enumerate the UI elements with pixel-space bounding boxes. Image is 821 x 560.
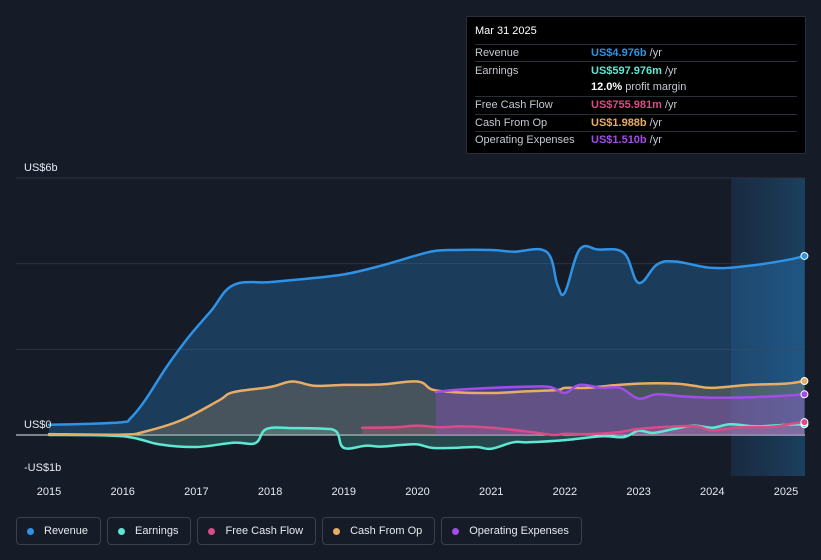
tooltip-value-earnings: US$597.976m [591, 64, 662, 77]
tooltip-unit: /yr [664, 64, 678, 77]
tooltip-label: Free Cash Flow [475, 99, 553, 112]
legend-dot-icon [118, 527, 126, 535]
tooltip-label: Earnings [475, 64, 519, 77]
x-tick-label: 2024 [700, 486, 724, 498]
tooltip-date: Mar 31 2025 [475, 25, 537, 37]
tooltip-unit: /yr [649, 47, 662, 60]
tooltip-unit: profit margin [625, 81, 687, 94]
x-tick-label: 2018 [258, 486, 282, 498]
line-revenue [47, 244, 806, 426]
y-tick-label: -US$1b [24, 462, 61, 474]
endpoint-revenue [800, 251, 809, 260]
series-lines [47, 244, 806, 451]
y-axis-labels: US$6b US$0 -US$1b [24, 162, 61, 474]
x-tick-label: 2022 [553, 486, 577, 498]
x-tick-label: 2019 [332, 486, 356, 498]
tooltip-value-revenue: US$4.976b [591, 47, 647, 60]
tooltip-row-profit-margin: 12.0% profit margin [475, 79, 797, 96]
legend-dot-icon [452, 527, 460, 535]
gridlines [16, 177, 805, 436]
legend-item-revenue[interactable]: Revenue [16, 517, 102, 545]
line-cash-from-op [47, 379, 806, 436]
tooltip-row-earnings: Earnings US$597.976m /yr [475, 61, 797, 78]
tooltip-unit: /yr [649, 134, 662, 147]
legend-item-free-cash-flow[interactable]: Free Cash Flow [197, 517, 317, 545]
legend-label: Cash From Op [350, 525, 423, 537]
y-tick-label: US$0 [24, 419, 52, 431]
legend-label: Free Cash Flow [225, 525, 304, 537]
tooltip-value-cash-from-op: US$1.988b [591, 116, 647, 129]
legend: Revenue Earnings Free Cash Flow Cash Fro… [16, 517, 582, 545]
x-tick-label: 2016 [110, 486, 134, 498]
tooltip-value-operating-expenses: US$1.510b [591, 134, 647, 147]
x-tick-label: 2020 [405, 486, 429, 498]
tooltip-unit: /yr [664, 99, 678, 112]
area-operating-expenses [435, 384, 805, 435]
endpoint-operating-expenses [800, 390, 809, 399]
tooltip-row-cash-from-op: Cash From Op US$1.988b /yr [475, 113, 797, 131]
series-areas [49, 245, 805, 449]
area-earnings [49, 424, 805, 449]
x-tick-label: 2021 [479, 486, 503, 498]
line-operating-expenses [434, 383, 806, 400]
y-tick-label: US$6b [24, 162, 58, 174]
x-tick-label: 2015 [37, 486, 61, 498]
endpoint-free-cash-flow [800, 418, 809, 427]
legend-label: Operating Expenses [469, 525, 569, 537]
tooltip-unit: /yr [649, 116, 662, 129]
legend-item-earnings[interactable]: Earnings [107, 517, 192, 545]
x-axis-labels: 2015 2016 2017 2018 2019 2020 2021 2022 2023 2024… [37, 486, 798, 498]
legend-item-operating-expenses[interactable]: Operating Expenses [441, 517, 582, 545]
x-tick-label: 2025 [774, 486, 798, 498]
tooltip-label: Cash From Op [475, 116, 548, 129]
x-tick-label: 2017 [184, 486, 208, 498]
chart-area: US$6b US$0 -US$1b 2015 2016 2017 2018 2019 2020… [16, 162, 809, 498]
endpoint-cash-from-op [800, 377, 809, 386]
tooltip-row-operating-expenses: Operating Expenses US$1.510b /yr [475, 130, 797, 148]
series-endpoints [800, 251, 809, 429]
legend-dot-icon [27, 527, 34, 535]
legend-label: Earnings [135, 525, 179, 537]
line-free-cash-flow [360, 420, 806, 437]
legend-dot-icon [208, 527, 216, 535]
area-cash-from-op [49, 381, 805, 435]
legend-label: Revenue [44, 525, 89, 537]
tooltip-value-free-cash-flow: US$755.981m [591, 99, 662, 112]
tooltip-value-profit-margin: 12.0% [591, 81, 623, 94]
tooltip-label: Revenue [475, 47, 520, 60]
legend-item-cash-from-op[interactable]: Cash From Op [322, 517, 436, 545]
tooltip-row-revenue: Revenue US$4.976b /yr [475, 44, 797, 61]
tooltip-row-free-cash-flow: Free Cash Flow US$755.981m /yr [475, 96, 797, 113]
tooltip-panel: Mar 31 2025 Revenue US$4.976b /yr Earnin… [466, 16, 806, 154]
tooltip-label: Operating Expenses [475, 134, 575, 147]
legend-dot-icon [333, 527, 341, 535]
area-free-cash-flow [362, 422, 805, 436]
x-tick-label: 2023 [626, 486, 650, 498]
